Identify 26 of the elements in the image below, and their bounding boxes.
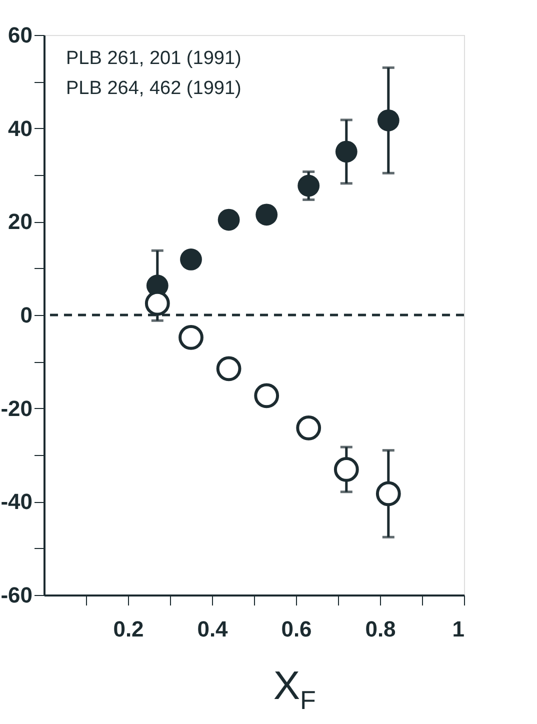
point	[254, 383, 280, 408]
y-tick-label: -20	[0, 396, 32, 421]
point	[218, 208, 240, 231]
point	[178, 324, 204, 350]
point	[377, 109, 400, 132]
point	[216, 356, 242, 382]
point	[334, 457, 359, 482]
y-tick-label: 0	[20, 302, 32, 328]
point	[256, 204, 278, 226]
x-tick-label: 0.8	[365, 616, 396, 642]
x-tick-label: 0.2	[113, 616, 144, 642]
y-tick-label: -60	[0, 582, 32, 608]
y-tick-label: 20	[8, 209, 32, 234]
point	[296, 416, 322, 440]
point	[298, 174, 320, 197]
annotation: PLB 264, 462 (1991)	[66, 78, 242, 99]
x-tick-label: 0.6	[281, 616, 312, 642]
x-tick-label: 1	[452, 616, 464, 642]
y-tick-label: 60	[8, 22, 32, 48]
point	[335, 140, 358, 163]
point	[376, 481, 401, 506]
x-tick-label: 0.4	[197, 616, 229, 642]
y-tick-label: 40	[8, 116, 32, 141]
point	[180, 248, 202, 270]
y-tick-label: -40	[0, 489, 32, 514]
annotation: PLB 261, 201 (1991)	[66, 48, 242, 69]
